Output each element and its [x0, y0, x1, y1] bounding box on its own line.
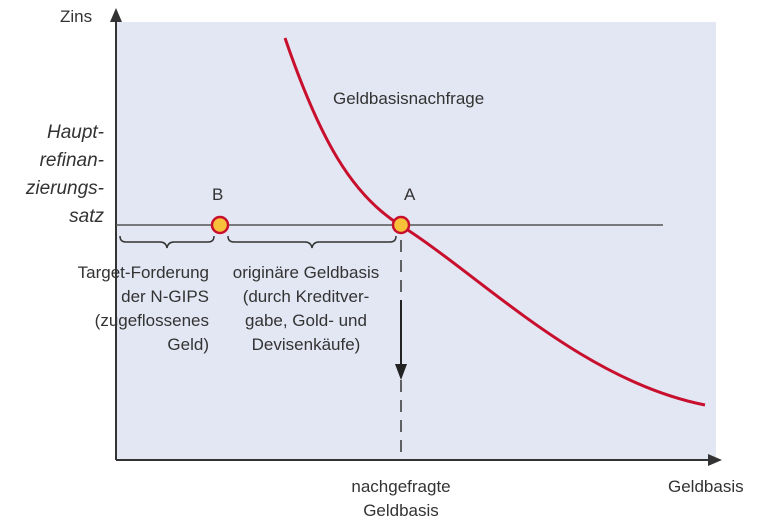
segment-label: Target-Forderung [78, 263, 209, 282]
x-axis-label: Geldbasis [668, 477, 744, 496]
segment-label: Geld) [167, 335, 209, 354]
y-axis-arrow [110, 8, 122, 22]
rate-label: refinan- [40, 150, 104, 171]
rate-label: satz [69, 206, 104, 227]
rate-label: zierungs- [25, 178, 104, 199]
demand-curve [283, 37, 706, 407]
right-brace [227, 235, 397, 249]
down-arrow-head [395, 364, 407, 380]
rate-label: Haupt- [47, 122, 104, 143]
point-label: B [212, 185, 223, 204]
left-brace [119, 235, 215, 249]
curve-label: Geldbasisnachfrage [333, 89, 484, 108]
point-label: A [404, 185, 416, 204]
segment-label: originäre Geldbasis [233, 263, 379, 282]
y-axis-label: Zins [60, 7, 92, 26]
plot-background [116, 22, 716, 460]
point-a [391, 215, 411, 235]
segment-label: (zugeflossenes [95, 311, 209, 330]
segment-label: der N-GIPS [121, 287, 209, 306]
x-marker-label: nachgefragte [351, 477, 450, 496]
x-marker-label: Geldbasis [363, 501, 439, 520]
point-b [210, 215, 230, 235]
segment-label: (durch Kreditver- [243, 287, 370, 306]
x-axis-arrow [708, 454, 722, 466]
segment-label: gabe, Gold- und [245, 311, 367, 330]
segment-label: Devisenkäufe) [252, 335, 361, 354]
